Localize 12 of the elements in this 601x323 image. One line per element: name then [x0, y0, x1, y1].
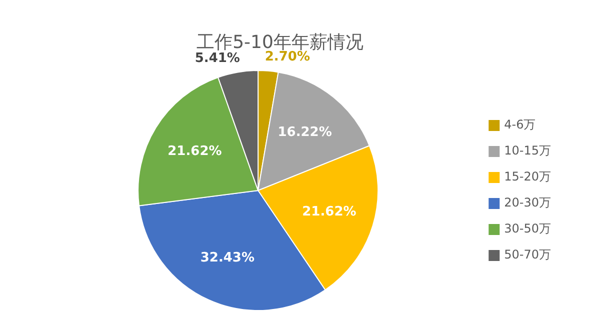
data-label: 5.41%	[194, 50, 240, 66]
data-label: 2.70%	[264, 49, 310, 64]
data-label: 32.43%	[200, 250, 255, 266]
legend-label: 50-70万	[504, 248, 552, 262]
legend-label: 10-15万	[504, 144, 552, 158]
data-label: 21.62%	[302, 204, 356, 220]
legend-label: 20-30万	[504, 196, 552, 210]
legend-label: 15-20万	[504, 170, 552, 184]
legend-label: 30-50万	[504, 222, 552, 236]
data-label: 16.22%	[278, 124, 332, 140]
legend-label: 4-6万	[504, 118, 536, 132]
data-label: 21.62%	[168, 144, 222, 159]
